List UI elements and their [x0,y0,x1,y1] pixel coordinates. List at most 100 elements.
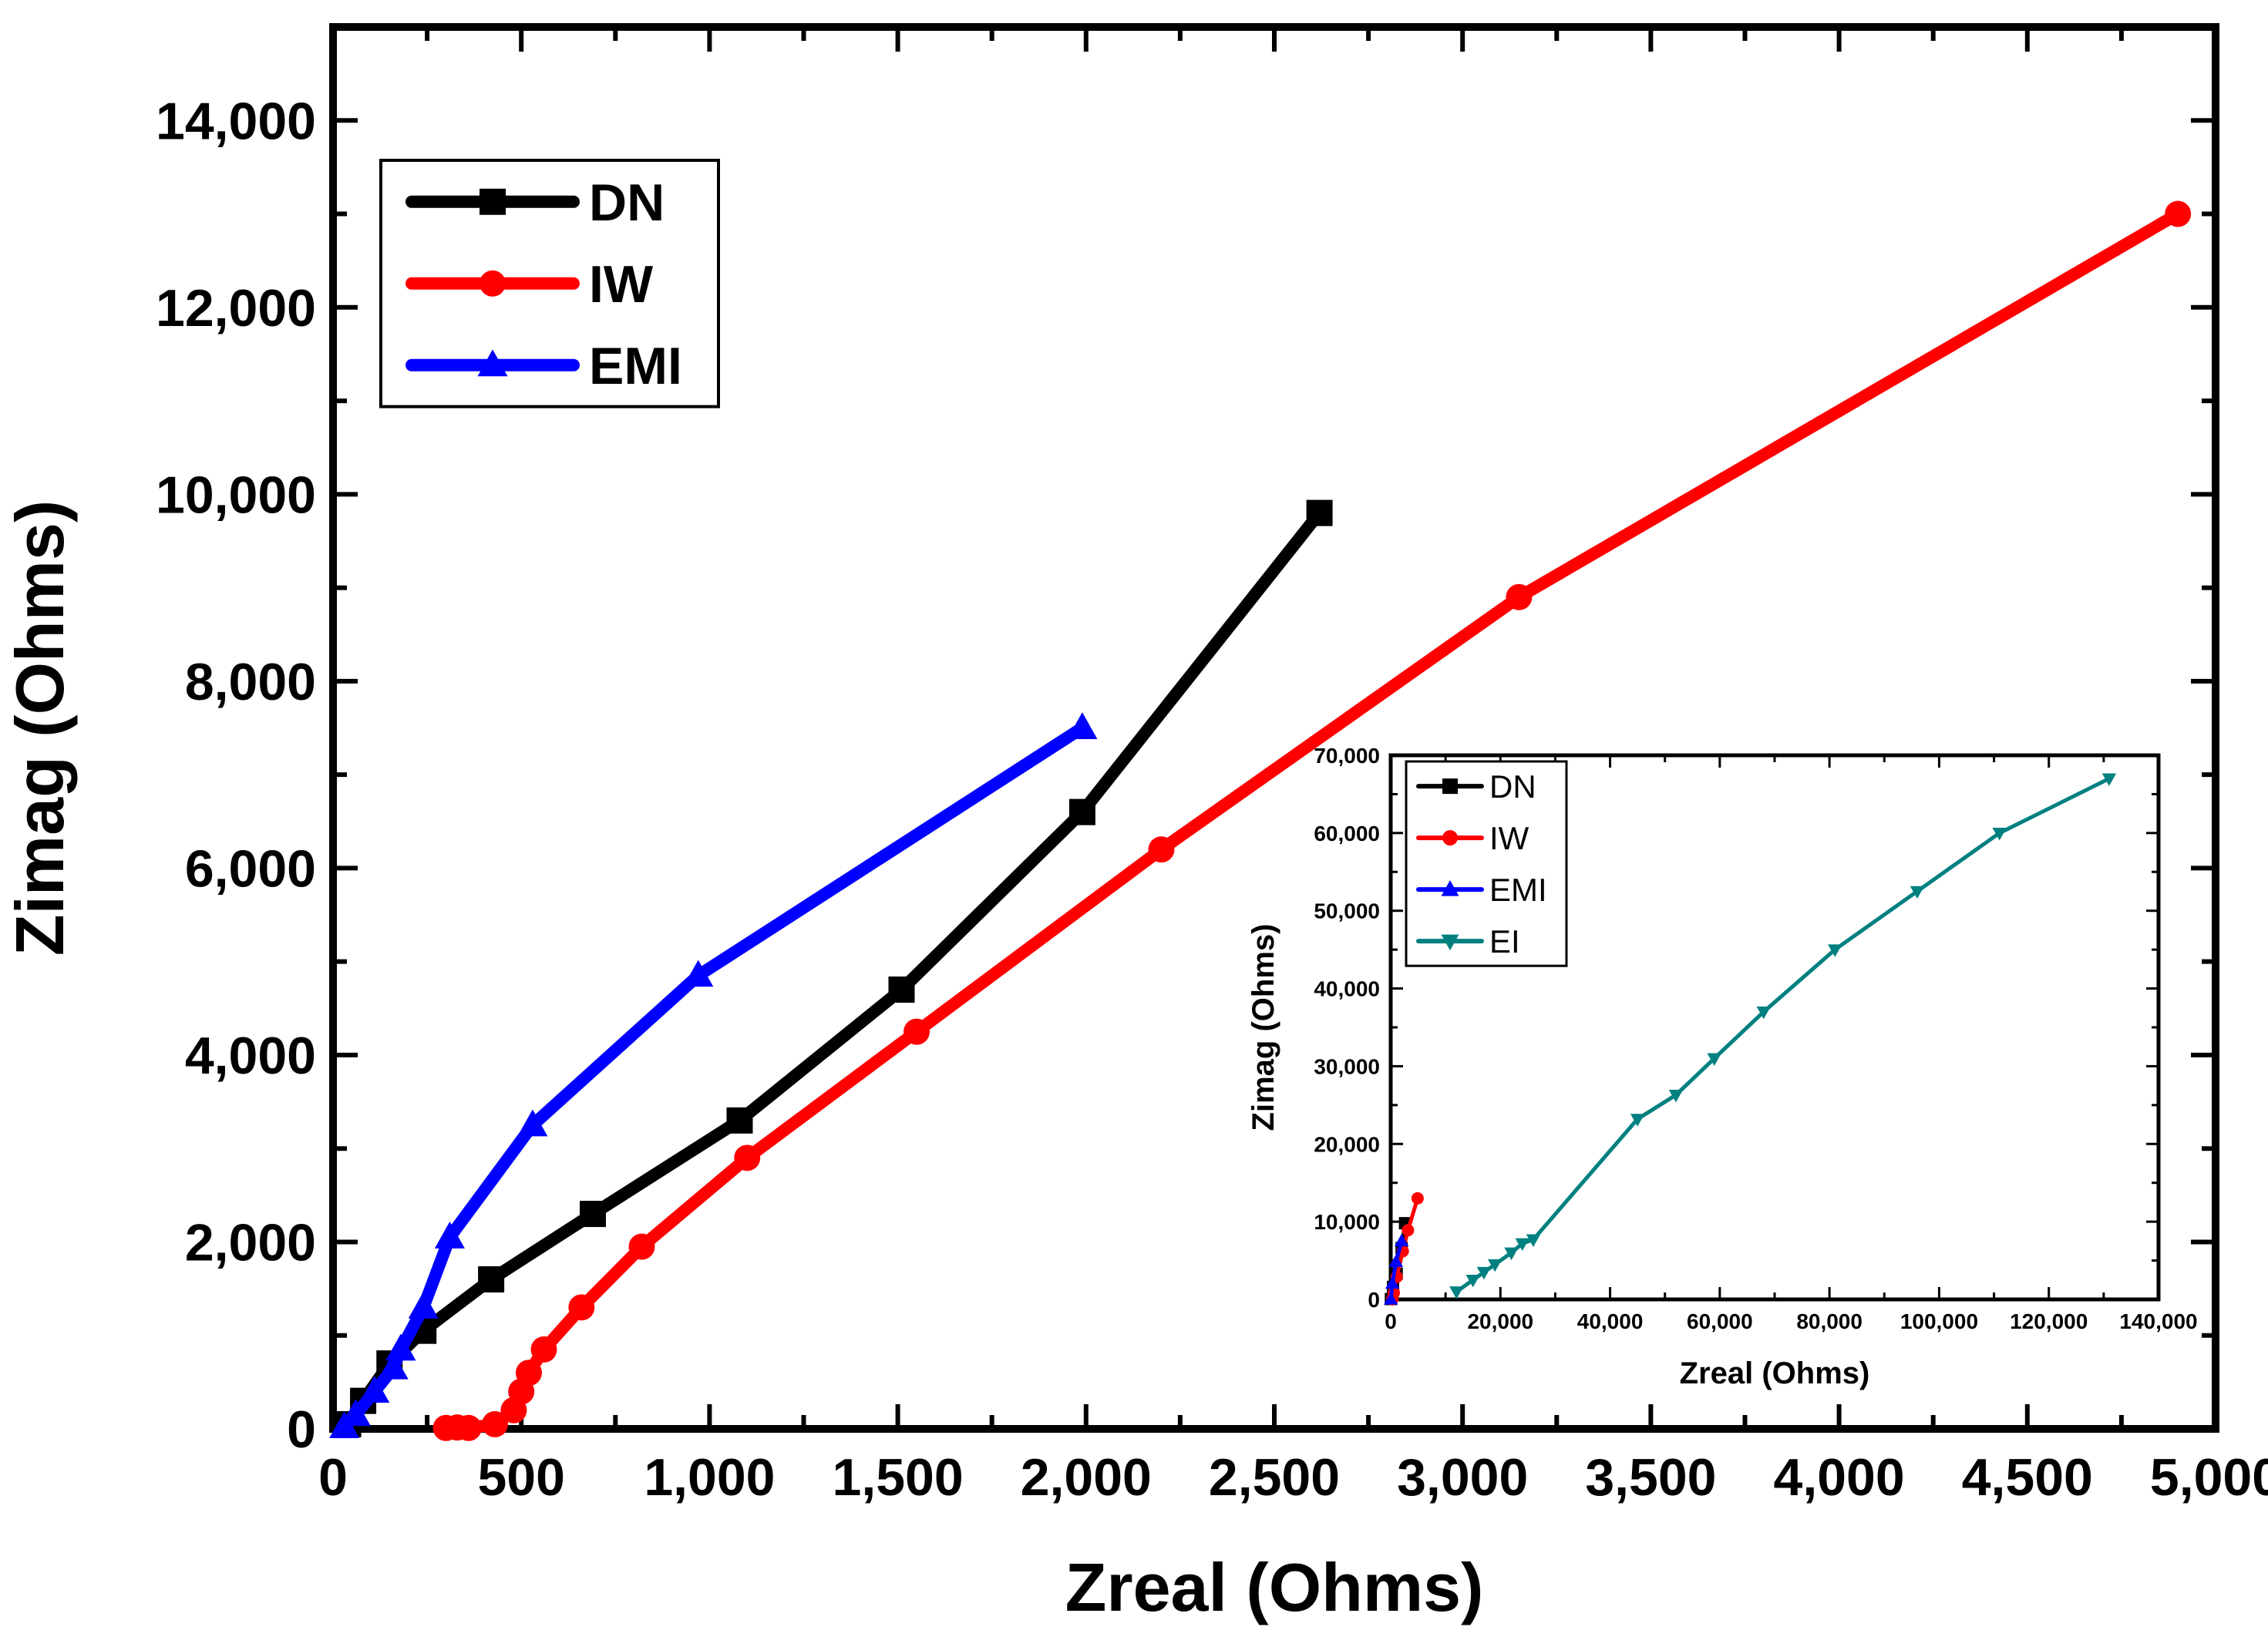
y-tick-label: 0 [287,1400,316,1459]
series-emi-point [359,1376,390,1403]
x-axis-title: Zreal (Ohms) [1065,1549,1484,1625]
inset-x-tick-label: 20,000 [1467,1309,1533,1333]
inset-plot: 0 20,000 40,000 60,000 80,000 100,000 120,000 1… [1247,744,2198,1390]
series-iw-point [903,1018,930,1045]
inset-series-ei-point [1992,828,2007,841]
inset-y-tick-label: 20,000 [1314,1132,1380,1156]
inset-series-emi [1384,1233,1409,1305]
x-tick-label: 4,000 [1774,1448,1905,1507]
inset-series-emi-point [1394,1233,1409,1247]
series-dn-point [1068,798,1095,825]
inset-series-emi-point [1384,1292,1398,1305]
series-iw-point [1148,836,1175,863]
series-emi-point [517,1109,548,1137]
series-iw-point [455,1414,482,1441]
series-iw-point [482,1410,509,1437]
series-emi [329,712,1098,1439]
series-iw-point [1506,583,1533,610]
series-iw-point [734,1144,761,1171]
x-tick-label: 500 [477,1448,564,1507]
series-dn [335,499,1333,1437]
series-iw-point [568,1294,595,1321]
x-tick-label: 1,500 [833,1448,964,1507]
y-tick-label: 4,000 [185,1027,316,1085]
inset-series-ei-point [1756,1007,1771,1020]
inset-x-tick-label: 40,000 [1577,1309,1644,1333]
inset-legend-marker-dn [1442,778,1458,795]
x-tick-label: 4,500 [1962,1448,2093,1507]
series-dn-point [579,1201,606,1228]
inset-series-iw-point [1402,1224,1415,1237]
series-dn-point [1306,499,1333,526]
inset-series-iw-point [1411,1192,1424,1205]
series-iw [432,200,2192,1441]
inset-series-ei-point [1465,1274,1480,1288]
legend-label-dn: DN [589,173,665,232]
y-tick-label: 10,000 [156,466,316,524]
x-tick-label: 1,000 [644,1448,775,1507]
x-tick-label: 2,500 [1209,1448,1340,1507]
series-dn-point [888,976,915,1003]
inset-y-tick-label: 0 [1368,1288,1380,1312]
series-emi-point [340,1399,371,1427]
inset-series-ei-point [1910,886,1925,899]
series-iw-point [628,1233,655,1260]
inset-legend-label-dn: DN [1489,768,1536,805]
x-tick-label: 3,500 [1585,1448,1716,1507]
y-tick-label: 2,000 [185,1213,316,1272]
inset-series-ei-point [1828,944,1842,957]
series-iw-point [530,1336,557,1363]
inset-legend-marker-ei [1441,934,1459,951]
inset-series-ei-point [1476,1266,1492,1280]
inset-y-tick-label: 50,000 [1314,899,1380,923]
legend-label-emi: EMI [589,337,682,395]
legend-label-iw: IW [589,255,654,314]
y-tick-label: 12,000 [156,279,316,338]
inset-y-tick-label: 60,000 [1314,822,1380,845]
x-tick-label: 2,000 [1021,1448,1152,1507]
inset-series-ei-point [1449,1286,1464,1299]
inset-legend-label-ei: EI [1489,923,1520,960]
y-tick-label: 8,000 [185,653,316,711]
legend-marker-emi [477,349,508,377]
inset-series-ei-point [2101,773,2117,786]
legend-marker-iw [480,270,506,297]
inset-x-axis-title: Zreal (Ohms) [1680,1356,1870,1390]
inset-x-tick-label: 80,000 [1796,1309,1863,1333]
inset-series-ei-point [1515,1238,1529,1251]
inset-legend-box [1405,760,1568,967]
main-plot: 0 500 1,000 1,500 2,000 2,500 3,000 3,500 4,000 4… [2,23,2268,1625]
inset-y-tick-label: 10,000 [1314,1210,1380,1234]
inset-legend-label-iw: IW [1489,820,1529,856]
inset-y-axis-title: Zimag (Ohms) [1247,924,1280,1131]
inset-series-emi-line [1388,1239,1404,1302]
inset-x-tick-label: 60,000 [1687,1309,1753,1333]
series-emi-point [385,1333,416,1361]
y-tick-label: 6,000 [185,839,316,898]
inset-x-tick-label: 140,000 [2119,1309,2197,1333]
inset-series-ei-point [1630,1114,1645,1127]
y-axis-title: Zimag (Ohms) [2,500,78,956]
series-iw-point [515,1360,542,1387]
inset-series-ei [1449,773,2117,1299]
inset-series-ei-point [1526,1234,1541,1247]
inset-y-tick-label: 40,000 [1314,977,1380,1001]
inset-series-ei-point [1504,1247,1519,1261]
series-dn-point [478,1266,505,1292]
inset-x-tick-label: 0 [1385,1309,1397,1333]
inset-legend-label-emi: EMI [1489,872,1547,908]
inset-x-tick-label: 100,000 [1900,1309,1978,1333]
inset-series-emi-point [1385,1276,1400,1289]
inset-series-ei-point [1668,1089,1684,1103]
y-tick-label: 14,000 [156,92,316,150]
x-tick-label: 0 [318,1448,348,1507]
inset-legend-marker-emi [1441,880,1459,896]
inset-legend-marker-iw [1442,830,1458,846]
legend-marker-dn [480,188,506,215]
series-dn-point [726,1107,753,1134]
series-iw-point [2165,200,2192,227]
inset-x-tick-label: 120,000 [2010,1309,2088,1333]
inset-series-ei-point [1487,1259,1502,1272]
